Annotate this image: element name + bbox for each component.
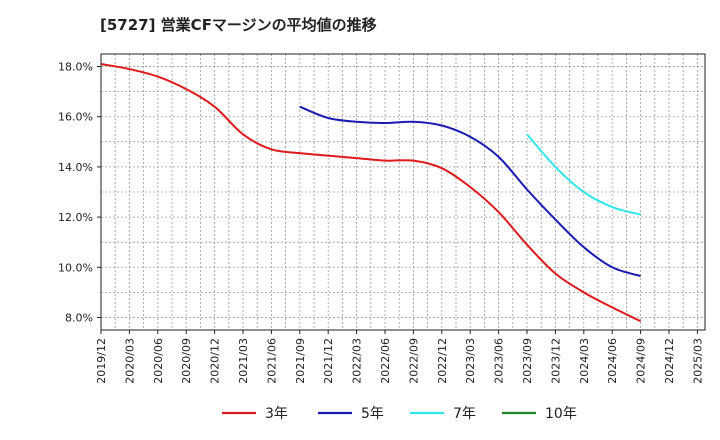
- x-tick-label: 2021/12: [322, 338, 335, 384]
- y-tick-label: 14.0%: [58, 161, 93, 174]
- legend-label-2: 5年: [361, 406, 384, 422]
- x-tick-label: 2022/09: [407, 338, 420, 384]
- series-line-2: [299, 105, 641, 278]
- x-tick-label: 2021/06: [265, 338, 278, 384]
- x-tick-label: 2021/03: [237, 338, 250, 384]
- x-tick-label: 2022/06: [379, 338, 392, 384]
- x-axis-ticks: 2019/12 2020/03 2020/06 2020/09 2020/12 2021/…: [95, 330, 704, 384]
- x-tick-label: 2024/03: [578, 338, 591, 384]
- y-tick-label: 16.0%: [58, 111, 93, 124]
- x-tick-label: 2025/03: [691, 338, 704, 384]
- x-tick-label: 2019/12: [95, 338, 108, 384]
- x-tick-label: 2023/12: [549, 338, 562, 384]
- x-tick-label: 2023/09: [521, 338, 534, 384]
- legend-label-4: 10年: [545, 406, 577, 422]
- y-axis-ticks: 8.0% 10.0% 12.0% 14.0% 16.0% 18.0%: [58, 61, 101, 324]
- series-line-1: [100, 63, 642, 323]
- series-line-3: [526, 133, 641, 216]
- y-tick-label: 8.0%: [65, 311, 93, 324]
- x-tick-label: 2021/09: [294, 338, 307, 384]
- x-tick-label: 2024/12: [663, 338, 676, 384]
- x-tick-label: 2020/09: [180, 338, 193, 384]
- y-tick-label: 18.0%: [58, 61, 93, 74]
- series-layer: [100, 63, 642, 323]
- legend-label-3: 7年: [453, 406, 476, 422]
- y-tick-label: 10.0%: [58, 261, 93, 274]
- x-tick-label: 2022/03: [351, 338, 364, 384]
- x-tick-label: 2024/06: [606, 338, 619, 384]
- legend: 3年 5年 7年 10年: [222, 406, 577, 422]
- legend-label-1: 3年: [265, 406, 288, 422]
- x-tick-label: 2022/12: [436, 338, 449, 384]
- x-tick-label: 2023/03: [464, 338, 477, 384]
- x-tick-label: 2023/06: [493, 338, 506, 384]
- chart-title: [5727] 営業CFマージンの平均値の推移: [100, 16, 377, 34]
- x-tick-label: 2020/03: [123, 338, 136, 384]
- x-tick-label: 2020/12: [209, 338, 222, 384]
- x-tick-label: 2024/09: [635, 338, 648, 384]
- y-tick-label: 12.0%: [58, 211, 93, 224]
- x-tick-label: 2020/06: [152, 338, 165, 384]
- plot-frame: [100, 53, 706, 331]
